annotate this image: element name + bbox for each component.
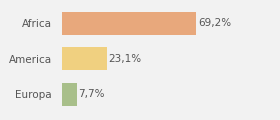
Bar: [62, 47, 107, 70]
Bar: [62, 83, 77, 106]
Text: 7,7%: 7,7%: [78, 89, 105, 99]
Text: 69,2%: 69,2%: [198, 18, 231, 28]
Text: 23,1%: 23,1%: [109, 54, 142, 64]
Bar: [62, 12, 196, 35]
